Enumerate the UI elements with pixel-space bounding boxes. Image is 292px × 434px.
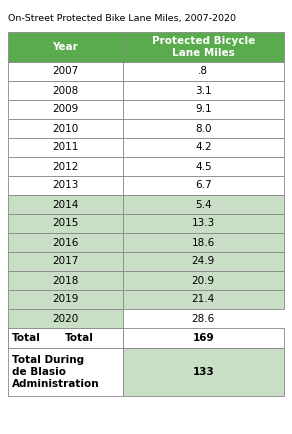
Text: Year: Year [52, 42, 78, 52]
Bar [8, 252, 123, 271]
Bar [8, 138, 123, 157]
Text: 21.4: 21.4 [192, 295, 215, 305]
Text: 2010: 2010 [52, 124, 78, 134]
Text: 169: 169 [192, 333, 214, 343]
Bar [8, 328, 123, 348]
Text: 2015: 2015 [52, 218, 79, 228]
Bar [8, 195, 123, 214]
Text: 4.5: 4.5 [195, 161, 212, 171]
Bar [123, 32, 284, 62]
Bar [123, 62, 284, 81]
Text: 2019: 2019 [52, 295, 79, 305]
Text: 4.2: 4.2 [195, 142, 212, 152]
Text: 2016: 2016 [52, 237, 79, 247]
Text: Total: Total [12, 333, 41, 343]
Text: Protected Bicycle
Lane Miles: Protected Bicycle Lane Miles [152, 36, 255, 58]
Bar [8, 233, 123, 252]
Bar [8, 348, 123, 396]
Text: 133: 133 [192, 367, 214, 377]
Bar [8, 100, 123, 119]
Bar [8, 309, 123, 328]
Text: 13.3: 13.3 [192, 218, 215, 228]
Text: .8: .8 [198, 66, 208, 76]
Bar [123, 233, 284, 252]
Text: 18.6: 18.6 [192, 237, 215, 247]
Bar [123, 328, 284, 348]
Text: On-Street Protected Bike Lane Miles, 2007-2020: On-Street Protected Bike Lane Miles, 200… [8, 14, 236, 23]
Text: 2011: 2011 [52, 142, 79, 152]
Bar [8, 290, 123, 309]
Bar [123, 195, 284, 214]
Bar [123, 176, 284, 195]
Text: 5.4: 5.4 [195, 200, 212, 210]
Text: 24.9: 24.9 [192, 256, 215, 266]
Text: 2020: 2020 [52, 313, 78, 323]
Text: 8.0: 8.0 [195, 124, 211, 134]
Bar [8, 214, 123, 233]
Bar [8, 119, 123, 138]
Bar [8, 176, 123, 195]
Text: 9.1: 9.1 [195, 105, 212, 115]
Text: Total: Total [65, 333, 94, 343]
Bar [123, 157, 284, 176]
Bar [123, 81, 284, 100]
Bar [8, 62, 123, 81]
Bar [123, 271, 284, 290]
Text: 2009: 2009 [52, 105, 78, 115]
Bar [123, 348, 284, 396]
Text: 2017: 2017 [52, 256, 79, 266]
Text: 6.7: 6.7 [195, 181, 212, 191]
Text: 2008: 2008 [52, 85, 78, 95]
Text: 28.6: 28.6 [192, 313, 215, 323]
Bar [123, 290, 284, 309]
Text: 2014: 2014 [52, 200, 79, 210]
Text: Total During
de Blasio
Administration: Total During de Blasio Administration [12, 355, 100, 388]
Bar [123, 214, 284, 233]
Bar [123, 252, 284, 271]
Bar [8, 32, 123, 62]
Bar [123, 138, 284, 157]
Bar [8, 157, 123, 176]
Text: 3.1: 3.1 [195, 85, 212, 95]
Bar [123, 119, 284, 138]
Text: 2018: 2018 [52, 276, 79, 286]
Text: 20.9: 20.9 [192, 276, 215, 286]
Bar [123, 100, 284, 119]
Text: 2007: 2007 [52, 66, 78, 76]
Bar [8, 81, 123, 100]
Text: 2013: 2013 [52, 181, 79, 191]
Bar [8, 271, 123, 290]
Bar [8, 328, 123, 348]
Text: 2012: 2012 [52, 161, 79, 171]
